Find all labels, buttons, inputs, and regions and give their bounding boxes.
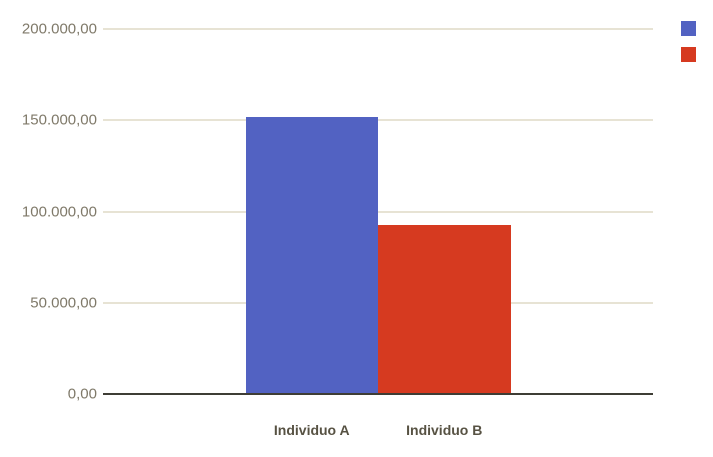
- y-axis: 0,00 50.000,00 100.000,00 150.000,00 200.000…: [0, 22, 97, 402]
- y-axis-tick-label: 0,00: [67, 385, 97, 403]
- legend-swatch-individuo-a[interactable]: [681, 21, 696, 36]
- x-axis-baseline: [103, 393, 653, 395]
- legend: [681, 21, 696, 62]
- y-axis-tick-label: 200.000,00: [21, 20, 97, 38]
- legend-swatch-individuo-b[interactable]: [681, 47, 696, 62]
- y-axis-tick-label: 100.000,00: [21, 203, 97, 220]
- bar-individuo-b[interactable]: [378, 224, 511, 393]
- x-axis: Individuo A Individuo B: [0, 422, 713, 442]
- gridline: [103, 119, 653, 122]
- plot-area: [103, 28, 653, 395]
- y-axis-tick-label: 50.000,00: [30, 294, 97, 312]
- gridline: [103, 210, 653, 213]
- y-axis-tick-label: 150.000,00: [21, 111, 97, 129]
- gridline: [103, 28, 653, 30]
- x-axis-label-individuo-a: Individuo A: [273, 422, 350, 438]
- bar-individuo-a[interactable]: [245, 117, 378, 393]
- x-axis-label-individuo-b: Individuo B: [406, 422, 483, 438]
